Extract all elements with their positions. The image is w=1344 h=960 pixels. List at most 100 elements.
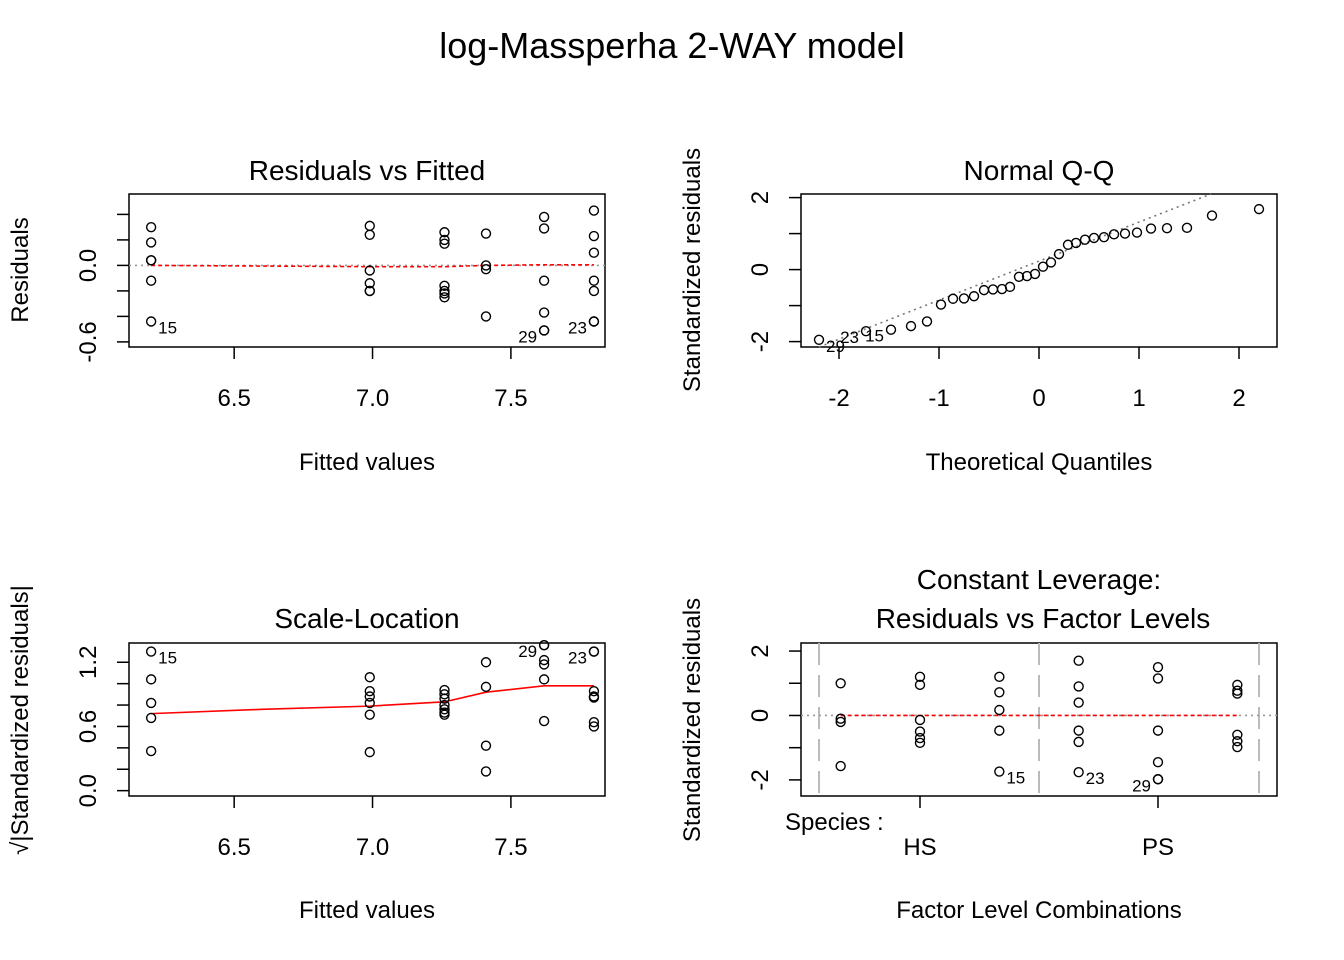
data-point [538,325,550,336]
data-point [439,280,450,291]
y-tick-label: 1.2 [75,646,102,679]
data-point [885,324,897,335]
figure-title: log-Massperha 2-WAY model [439,25,905,66]
data-point [914,671,926,683]
data-point [145,237,157,248]
data-point [480,264,492,275]
data-point [588,230,600,242]
data-point [947,293,959,304]
data-point [914,679,926,691]
data-point [1181,222,1193,234]
point-id-label: 15 [158,319,177,338]
data-point [538,639,550,651]
data-point [1232,685,1243,696]
data-point [1073,736,1084,748]
data-point [588,716,600,728]
data-point [1145,223,1157,234]
y-tick-label: 0.0 [75,774,102,807]
data-point [145,745,157,757]
data-point [1098,231,1110,243]
data-point [588,721,600,732]
data-point [1073,725,1084,736]
y-tick-label: -0.6 [75,321,102,362]
data-point [538,659,550,670]
data-point [835,716,846,728]
y-tick-label: 0.0 [75,249,102,282]
data-point [588,285,600,297]
data-point [588,205,600,216]
data-point [364,229,375,241]
normal-qq-xlabel: Theoretical Quantiles [926,449,1153,476]
data-point [439,693,450,704]
data-point [588,275,600,286]
data-point [1152,661,1164,673]
data-point [958,293,970,304]
y-tick-label: -2 [747,331,774,352]
data-point [1232,729,1243,740]
point-id-label: 15 [158,649,177,668]
point-id-label: 23 [568,319,587,338]
scale-location-panel: Scale-Location Fitted values √|Standardi… [7,585,606,924]
data-point [588,692,600,703]
data-point [813,334,825,345]
data-point [364,691,375,702]
data-point [914,726,926,737]
data-point [439,238,450,249]
point-id-label: 23 [1086,769,1105,788]
point-id-label: 29 [518,327,537,346]
data-point [364,709,375,720]
y-tick-label: 0 [747,709,774,722]
data-point [588,646,600,657]
x-tick-label: 1 [1132,385,1145,412]
data-point [905,320,917,332]
x-group-label: HS [903,834,936,861]
data-point [439,227,450,238]
data-point [439,234,450,246]
data-point [364,285,375,297]
data-point [145,712,157,724]
data-point [1029,268,1041,280]
x-tick-label: 2 [1232,385,1245,412]
data-point [538,223,550,234]
data-point [1037,261,1049,272]
data-point [1073,681,1084,692]
data-point [835,713,846,724]
residuals-vs-fitted-panel: Residuals vs Fitted Fitted values Residu… [7,155,606,476]
y-tick-label: 0.6 [75,710,102,743]
point-id-label: 23 [568,649,587,668]
point-id-label: 23 [840,328,859,347]
constant-leverage-title: Constant Leverage: [917,564,1161,595]
data-point [538,275,550,286]
data-point [1053,248,1065,260]
data-point [480,228,492,239]
data-point [1088,232,1100,244]
y-tick-label: 2 [747,644,774,657]
data-point [1152,756,1164,768]
normal-qq-ylabel: Standardized residuals [679,148,706,392]
factor-name-label: Species : [785,809,884,836]
point-id-label: 29 [1132,776,1151,795]
data-point [994,687,1005,698]
data-point [1152,725,1164,736]
data-point [1045,257,1057,268]
data-point [145,255,157,266]
data-point [835,760,846,772]
smoother-line [151,684,594,715]
data-point [145,221,157,233]
data-point [364,278,375,289]
x-tick-label: 7.0 [356,834,389,861]
data-point [364,746,375,758]
data-point [1119,228,1131,239]
data-point [538,307,550,318]
data-point [588,685,600,697]
constant-leverage-subtitle: Residuals vs Factor Levels [876,603,1211,634]
x-tick-label: -2 [828,385,849,412]
normal-qq-plot-box [800,193,1278,348]
data-point [588,316,600,327]
data-point [978,284,990,296]
data-point [994,725,1005,736]
data-point [1131,227,1143,238]
data-point [1232,688,1243,699]
x-tick-label: 6.5 [217,834,250,861]
